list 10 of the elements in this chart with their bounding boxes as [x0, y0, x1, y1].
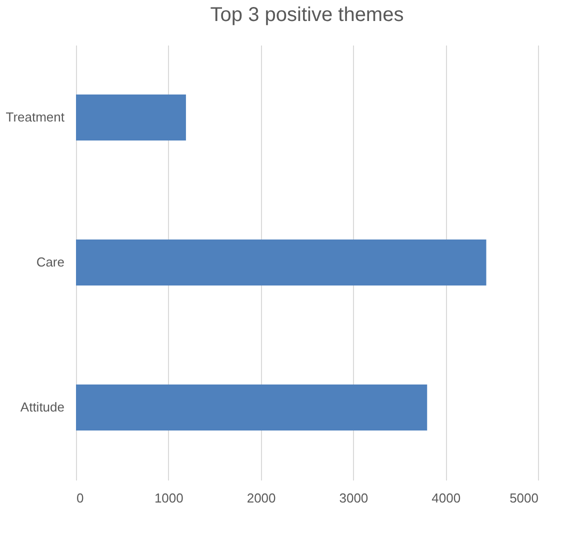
x-tick-label: 0 — [76, 490, 84, 506]
y-tick-label: Treatment — [6, 110, 65, 124]
x-tick-label: 4000 — [432, 490, 461, 506]
y-tick-label: Attitude — [20, 400, 64, 414]
y-tick-label: Care — [36, 254, 64, 270]
x-tick-label: 3000 — [339, 490, 368, 506]
x-tick-label: 5000 — [510, 490, 538, 506]
x-tick-label: 1000 — [154, 490, 184, 506]
chart-title: Top 3 positive themes — [210, 4, 404, 26]
x-tick-label: 2000 — [246, 490, 276, 506]
